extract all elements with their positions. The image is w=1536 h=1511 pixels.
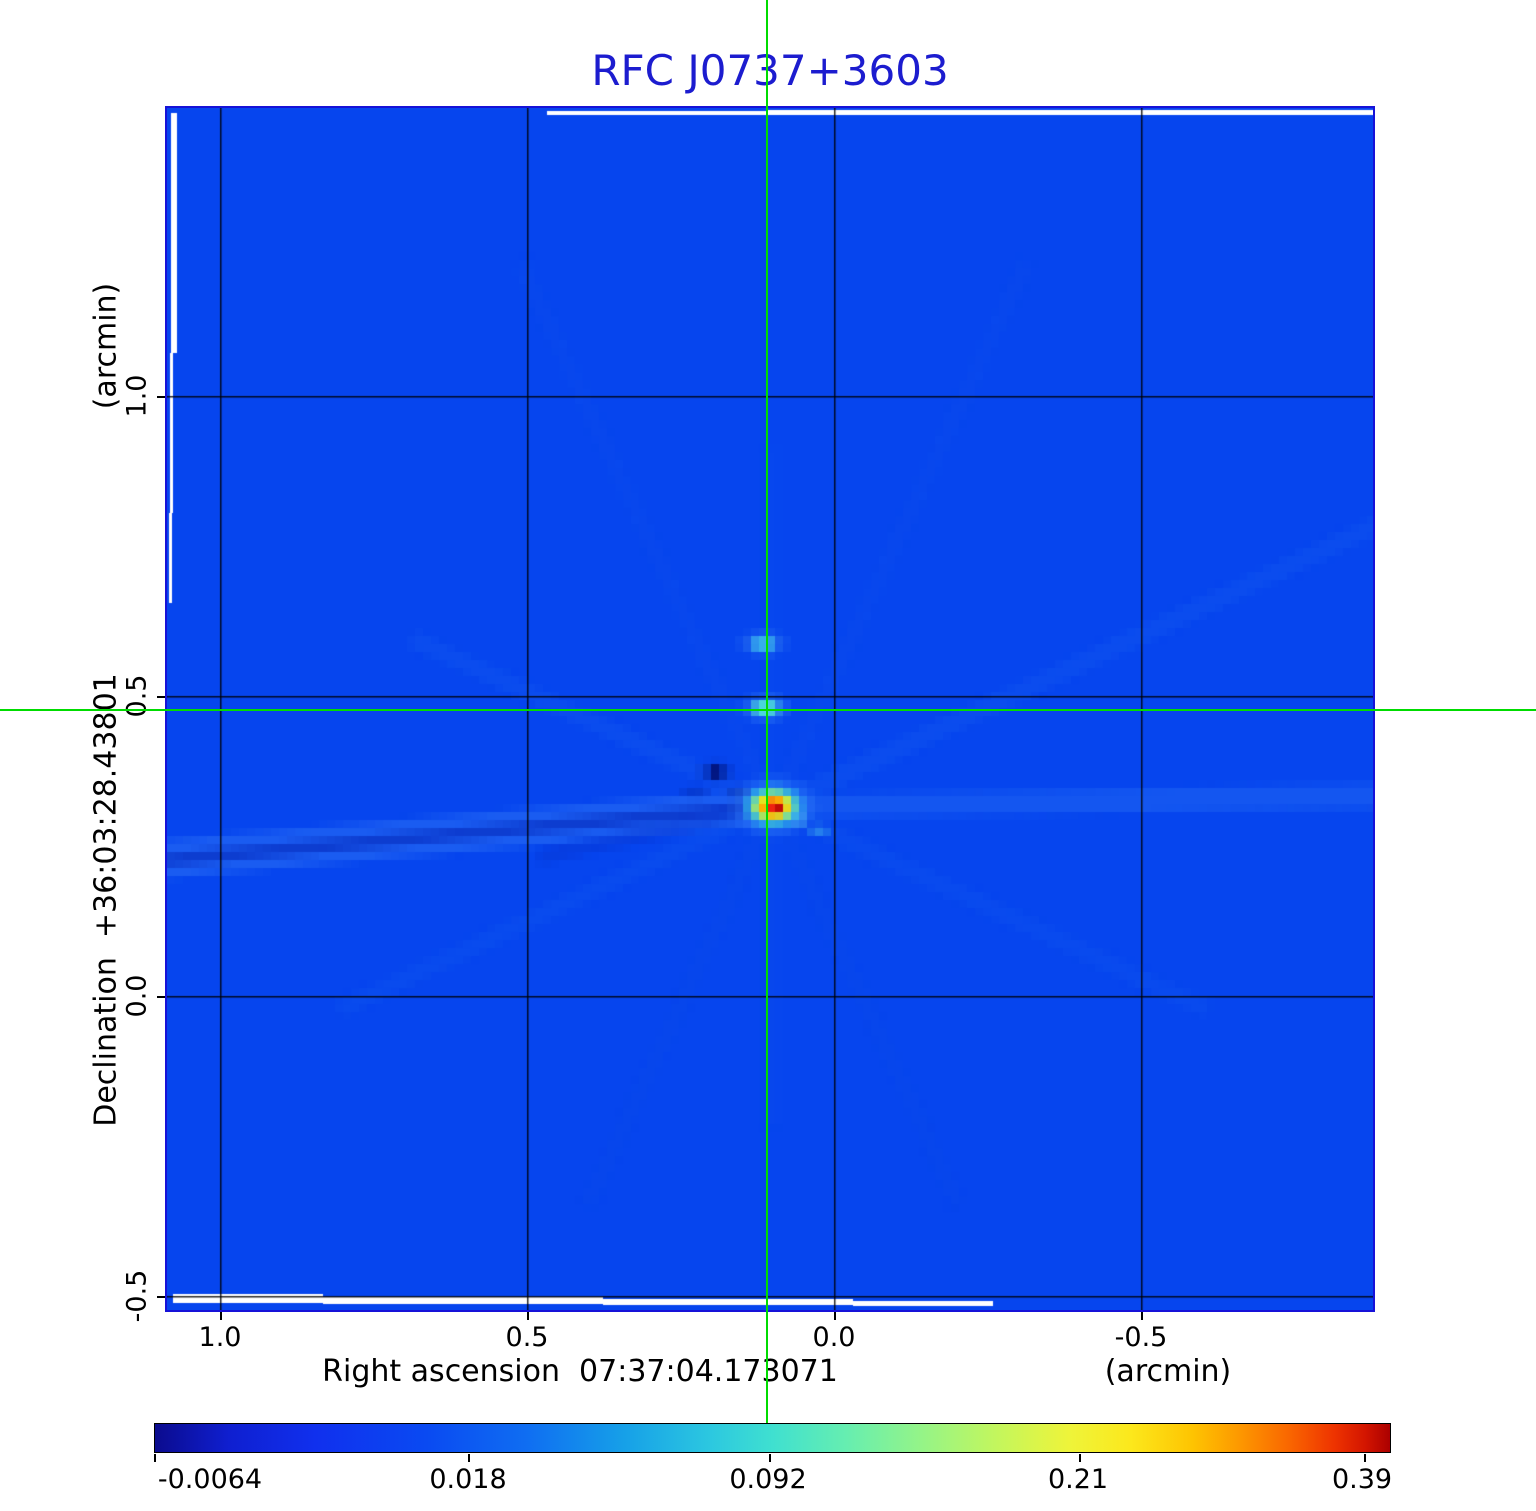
colorbar [154,1423,1391,1453]
y-axis-tick-label: -0.5 [121,1269,153,1323]
colorbar-tick-label: -0.0064 [157,1464,263,1495]
colorbar-tick-label: 0.39 [1331,1464,1393,1495]
colorbar-tick [768,1454,771,1462]
y-axis-tick-label: 0.5 [121,674,153,718]
x-axis-tick-label: 1.0 [198,1322,242,1353]
x-axis-tick [834,1312,836,1320]
colorbar-tick-label: 0.092 [729,1464,807,1495]
colorbar-tick-label: 0.21 [1047,1464,1109,1495]
x-axis-tick [1141,1312,1143,1320]
plot-title: RFC J0737+3603 [591,46,949,95]
colorbar-tick-label: 0.018 [429,1464,507,1495]
x-axis-tick-label: -0.5 [1114,1322,1168,1353]
x-axis-unit-label: (arcmin) [1104,1354,1232,1389]
y-axis-unit-label: (arcmin) [88,282,124,410]
y-axis-tick [157,996,165,998]
y-axis-tick-label: 0.0 [121,974,153,1018]
colorbar-tick [154,1454,156,1462]
x-axis-tick [527,1312,529,1320]
y-axis-tick [157,1296,165,1298]
crosshair-horizontal-line [0,709,1536,711]
y-axis-tick [157,696,165,698]
x-axis-tick [220,1312,222,1320]
y-axis-tick-label: 1.0 [121,374,153,418]
colorbar-tick [1363,1454,1366,1462]
y-axis-label: Declination +36:03:28.43801 [88,673,124,1127]
x-axis-tick-label: 0.5 [505,1322,549,1353]
y-axis-tick [157,396,165,398]
x-axis-tick-label: 0.0 [812,1322,856,1353]
crosshair-vertical-line [766,0,768,1423]
colorbar-tick [1079,1454,1082,1462]
colorbar-tick [468,1454,471,1462]
x-axis-label: Right ascension 07:37:04.173071 [322,1354,838,1389]
